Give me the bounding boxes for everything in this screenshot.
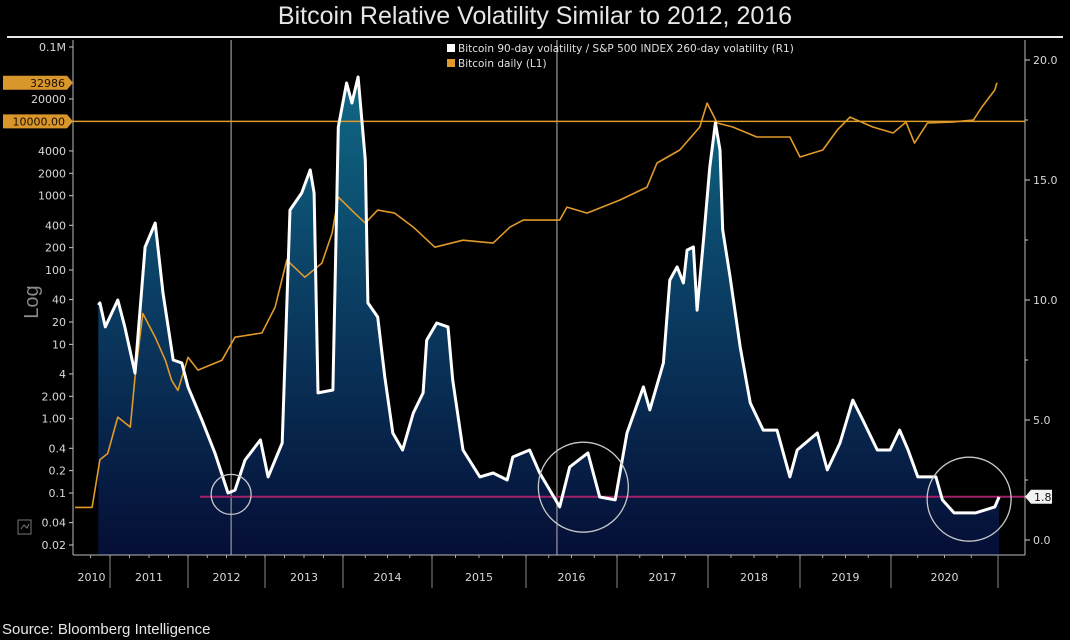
left-axis-value-tag — [3, 75, 73, 90]
legend-label-ratio: Bitcoin 90-day volatility / S&P 500 INDE… — [458, 43, 794, 55]
year-label: 2017 — [649, 571, 677, 584]
left-tick-label: 4 — [59, 368, 66, 381]
left-axis-value-tag — [3, 114, 73, 129]
right-axis-tag-label: 1.8 — [1034, 491, 1052, 504]
highlight-circle — [537, 441, 629, 533]
left-tick-label: 400 — [45, 219, 66, 232]
right-tick-label: 15.0 — [1033, 174, 1058, 187]
year-label: 2011 — [135, 571, 163, 584]
highlight-circle — [210, 473, 252, 516]
left-tick-label: 100 — [45, 264, 66, 277]
left-axis-label: Log — [21, 285, 43, 318]
left-tick-label: 0.1M — [39, 41, 66, 54]
right-tick-label: 20.0 — [1033, 54, 1058, 67]
legend-label-btc: Bitcoin daily (L1) — [458, 58, 547, 70]
chart-title: Bitcoin Relative Volatility Similar to 2… — [277, 2, 793, 30]
year-label: 2010 — [78, 571, 106, 584]
left-axis-tag-label: 32986 — [30, 77, 65, 90]
chart-settings-icon[interactable] — [17, 519, 32, 535]
legend-swatch-btc — [447, 59, 455, 67]
highlight-circle — [926, 456, 1012, 542]
legend: Bitcoin 90-day volatility / S&P 500 INDE… — [447, 43, 794, 70]
year-label: 2013 — [290, 571, 318, 584]
left-tick-label: 0.4 — [49, 442, 67, 455]
left-tick-label: 40 — [52, 294, 66, 307]
ratio-area-fill — [98, 77, 1000, 555]
left-axis-tag-label: 10000.00 — [13, 115, 66, 128]
left-tick-label: 2.00 — [42, 390, 67, 403]
left-tick-label: 0.1 — [49, 487, 67, 500]
left-tick-label: 10 — [52, 338, 66, 351]
left-tick-label: 20000 — [31, 93, 66, 106]
left-tick-label: 200 — [45, 242, 66, 255]
year-label: 2018 — [740, 571, 768, 584]
year-label: 2014 — [374, 571, 402, 584]
year-label: 2019 — [832, 571, 860, 584]
right-tick-label: 0.0 — [1033, 534, 1051, 547]
btc-price-line — [75, 82, 998, 509]
year-label: 2020 — [931, 571, 959, 584]
right-tick-label: 10.0 — [1033, 294, 1058, 307]
year-label: 2016 — [558, 571, 586, 584]
left-tick-label: 20 — [52, 316, 66, 329]
left-tick-label: 4000 — [38, 145, 66, 158]
left-tick-label: 0.2 — [49, 465, 67, 478]
left-tick-label: 1.00 — [42, 413, 67, 426]
year-label: 2012 — [213, 571, 241, 584]
chart-source: Source: Bloomberg Intelligence — [2, 621, 211, 638]
right-axis-value-tag — [1025, 489, 1052, 504]
legend-swatch-ratio — [447, 44, 455, 52]
left-tick-label: 1000 — [38, 190, 66, 203]
right-tick-label: 5.0 — [1033, 414, 1051, 427]
year-label: 2015 — [465, 571, 493, 584]
left-tick-label: 0.04 — [42, 517, 67, 530]
left-tick-label: 2000 — [38, 167, 66, 180]
left-tick-label: 0.02 — [42, 539, 67, 552]
volatility-ratio-line — [97, 75, 1001, 515]
